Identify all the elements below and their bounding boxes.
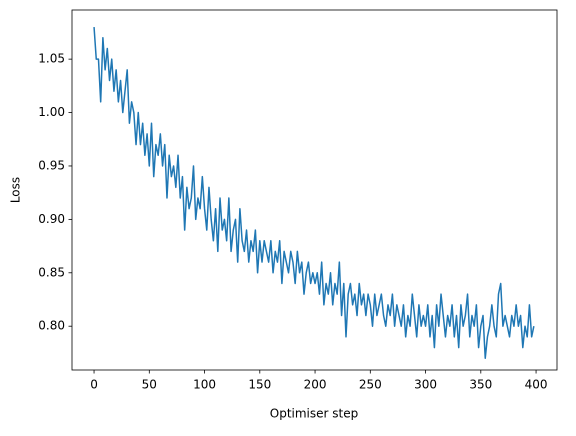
y-tick-label: 0.90 xyxy=(38,212,65,226)
x-tick-label: 0 xyxy=(90,378,98,392)
x-tick-label: 50 xyxy=(142,378,157,392)
y-tick-label: 1.00 xyxy=(38,105,65,119)
y-tick-label: 0.95 xyxy=(38,158,65,172)
x-tick-label: 150 xyxy=(248,378,271,392)
y-axis-label: Loss xyxy=(9,177,23,203)
x-tick-label: 350 xyxy=(469,378,492,392)
axes-frame xyxy=(71,9,558,371)
x-axis-label: Optimiser step xyxy=(270,407,358,421)
y-tick-label: 0.80 xyxy=(38,319,65,333)
x-tick-label: 300 xyxy=(414,378,437,392)
y-tick-label: 1.05 xyxy=(38,52,65,66)
x-tick-label: 100 xyxy=(193,378,216,392)
line-series xyxy=(93,27,535,359)
x-tick-label: 400 xyxy=(525,378,548,392)
y-tick-label: 0.85 xyxy=(38,265,65,279)
x-tick-label: 250 xyxy=(359,378,382,392)
x-tick-label: 200 xyxy=(304,378,327,392)
